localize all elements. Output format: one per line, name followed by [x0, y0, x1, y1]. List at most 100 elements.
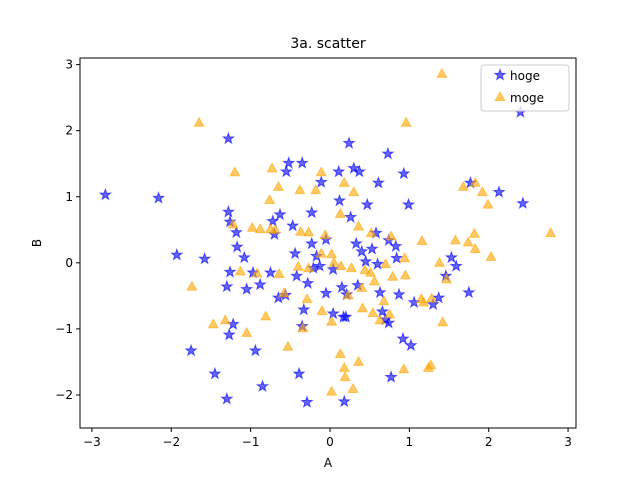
data-point-moge — [254, 223, 266, 234]
data-point-hoge — [248, 343, 263, 357]
y-tick-label: 1 — [65, 190, 73, 204]
data-point-moge — [379, 258, 392, 269]
data-point-moge — [433, 256, 446, 267]
data-point-moge — [400, 116, 412, 127]
data-point-hoge — [220, 279, 234, 293]
data-point-moge — [398, 252, 411, 263]
data-point-hoge — [401, 197, 416, 211]
data-point-hoge — [230, 239, 244, 253]
data-point-hoge — [404, 338, 418, 352]
data-point-hoge — [389, 251, 404, 264]
plot-frame — [79, 57, 577, 429]
data-point-hoge — [286, 218, 300, 232]
data-point-hoge — [221, 131, 236, 145]
data-point-hoge — [462, 285, 476, 299]
data-point-hoge — [326, 306, 340, 320]
data-point-hoge — [282, 156, 296, 169]
legend-label-hoge: hoge — [510, 69, 540, 83]
data-point-hoge — [98, 187, 113, 201]
data-point-hoge — [382, 315, 396, 329]
legend-label-moge: moge — [510, 91, 544, 105]
x-tick-label: 2 — [485, 435, 493, 449]
data-point-hoge — [397, 166, 411, 180]
data-point-moge — [295, 225, 307, 236]
data-point-hoge — [370, 257, 385, 270]
data-point-hoge — [432, 290, 446, 304]
data-point-moge — [385, 230, 397, 241]
data-point-hoge — [352, 164, 367, 178]
x-tick-label: −2 — [162, 435, 180, 449]
y-tick-label: 3 — [65, 58, 73, 72]
data-point-hoge — [197, 251, 212, 265]
data-point-hoge — [305, 236, 319, 250]
x-tick-label: −1 — [242, 435, 260, 449]
data-point-moge — [425, 292, 438, 303]
legend-marker-moge — [494, 90, 506, 101]
data-point-hoge — [239, 282, 254, 295]
data-point-moge — [302, 226, 315, 237]
x-tick-label: −3 — [83, 435, 101, 449]
data-point-moge — [328, 256, 340, 267]
data-point-hoge — [222, 327, 236, 341]
x-axis: −3 −2 −1 0 1 2 3 — [83, 428, 572, 449]
data-point-hoge — [292, 366, 306, 380]
data-point-moge — [422, 361, 434, 372]
data-point-moge — [227, 218, 239, 229]
data-point-moge — [368, 275, 381, 286]
data-point-hoge — [151, 191, 166, 204]
data-point-hoge — [444, 250, 459, 264]
data-point-hoge — [343, 210, 358, 223]
data-point-hoge — [229, 225, 244, 239]
data-point-moge — [367, 307, 379, 318]
y-tick-label: 0 — [65, 256, 73, 270]
data-point-moge — [457, 180, 469, 191]
x-axis-label: A — [324, 456, 333, 470]
data-point-moge — [468, 227, 481, 238]
data-point-hoge — [314, 175, 328, 188]
data-point-moge — [334, 347, 346, 358]
data-point-moge — [282, 340, 294, 351]
data-point-moge — [260, 310, 272, 321]
data-point-hoge — [263, 265, 278, 279]
data-point-hoge — [349, 236, 363, 250]
data-point-moge — [462, 236, 474, 247]
data-point-hoge — [332, 193, 347, 207]
data-point-moge — [294, 184, 306, 195]
data-point-hoge — [295, 156, 309, 169]
data-point-hoge — [279, 164, 294, 178]
data-point-hoge — [289, 269, 304, 282]
data-point-hoge — [359, 254, 373, 268]
data-point-moge — [469, 242, 481, 253]
data-point-hoge — [300, 395, 314, 408]
legend-marker-hoge — [493, 67, 507, 81]
data-point-moge — [545, 227, 557, 238]
data-point-moge — [315, 247, 327, 258]
data-point-hoge — [221, 204, 236, 218]
data-point-hoge — [184, 343, 198, 357]
data-point-hoge — [288, 246, 302, 260]
data-point-moge — [482, 198, 494, 209]
data-point-moge — [325, 248, 338, 259]
data-point-moge — [334, 207, 346, 218]
data-point-hoge — [373, 285, 387, 299]
data-point-hoge — [392, 287, 406, 301]
y-tick-label: 2 — [65, 124, 73, 138]
y-axis: −2 −1 0 1 2 3 — [55, 58, 80, 402]
data-point-moge — [251, 267, 263, 278]
data-point-moge — [398, 363, 410, 374]
data-point-moge — [325, 385, 338, 396]
data-point-hoge — [360, 197, 374, 211]
data-point-hoge — [337, 394, 351, 408]
data-point-moge — [338, 361, 350, 372]
data-point-moge — [469, 176, 481, 187]
data-point-hoge — [332, 164, 346, 178]
data-point-moge — [301, 293, 313, 304]
y-tick-label: −2 — [55, 388, 73, 402]
data-point-hoge — [305, 205, 319, 219]
data-point-moge — [387, 270, 399, 281]
data-point-moge — [310, 184, 322, 195]
data-point-moge — [319, 229, 331, 240]
data-point-moge — [219, 314, 231, 325]
legend-marker-moge — [494, 90, 506, 101]
data-point-hoge — [297, 302, 311, 316]
